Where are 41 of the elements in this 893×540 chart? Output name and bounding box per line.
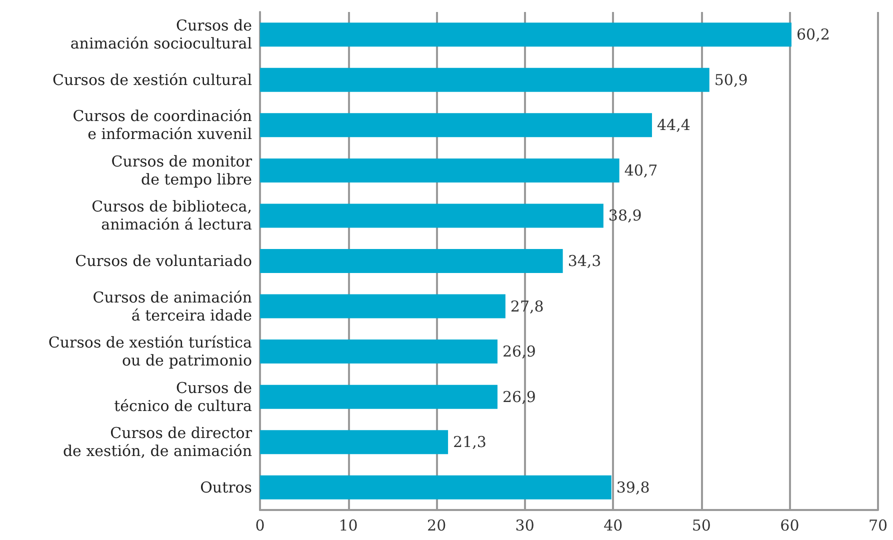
y-tick-label: Cursos de director de xestión, de animación [62,424,253,460]
x-tick-label: 60 [780,516,800,534]
y-tick-label: Cursos de xestión turística ou de patrimonio [48,334,252,370]
bar [260,204,604,228]
y-tick-label: Cursos de biblioteca, animación á lectura [92,198,252,234]
x-tick-label: 70 [868,516,888,534]
x-tick-label: 40 [604,516,623,534]
bar [260,158,620,182]
data-label: 44,4 [656,116,690,134]
data-label: 38,9 [608,206,642,225]
y-tick-label: Cursos de animación sociocultural [70,16,252,53]
bar [260,68,710,92]
data-label: 26,9 [502,388,536,406]
y-tick-label: Cursos de xestión cultural [52,70,252,89]
bar [260,475,612,500]
data-label: 40,7 [624,161,658,180]
bar [260,384,498,409]
y-tick-label: Cursos de animación á terceira idade [92,288,252,324]
data-label: 26,9 [502,342,536,361]
y-tick-label: Cursos de voluntariado [75,252,252,270]
bar [260,113,652,138]
data-label: 39,8 [616,478,650,496]
bar [260,340,498,364]
data-label: 60,2 [796,26,830,44]
x-tick-label: 30 [515,516,534,534]
y-tick-label: Cursos de monitor de tempo libre [111,152,253,188]
bar [260,249,563,273]
data-label: 50,9 [714,70,748,89]
bar [260,22,792,47]
data-label: 34,3 [568,252,602,270]
y-tick-label: Outros [200,478,252,496]
bar [260,430,448,454]
x-tick-label: 20 [427,516,446,534]
y-tick-label: Cursos de coordinación e información xuvenil [72,107,252,144]
x-tick-label: 10 [338,516,358,534]
x-tick-label: 50 [692,516,711,534]
bar [260,294,506,318]
x-tick-label: 0 [255,516,265,534]
data-label: 21,3 [453,433,486,452]
data-label: 27,8 [510,297,544,316]
y-tick-label: Cursos de técnico de cultura [114,378,252,415]
